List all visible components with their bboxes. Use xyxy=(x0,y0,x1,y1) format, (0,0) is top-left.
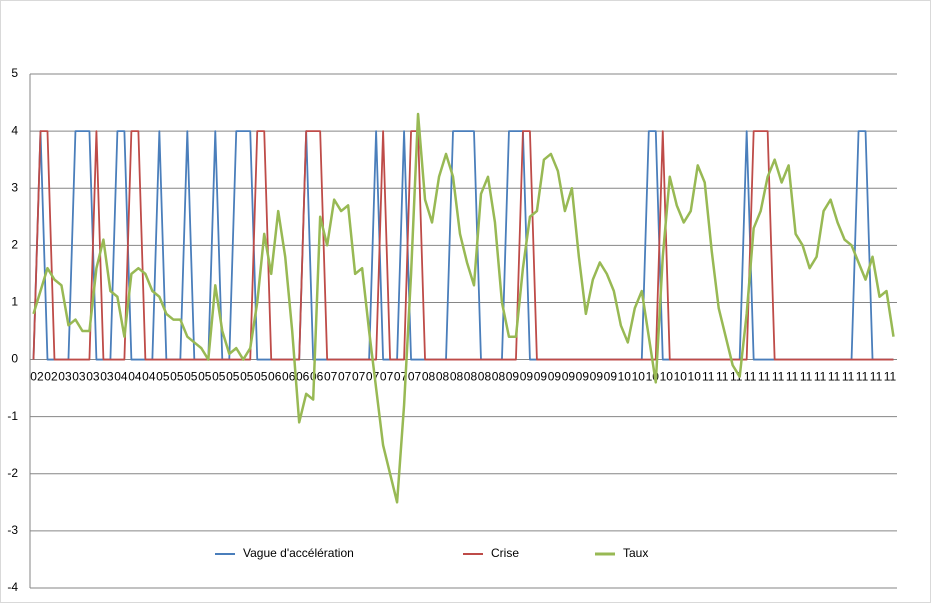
y-tick-label: -4 xyxy=(7,580,18,594)
y-tick-label: 0 xyxy=(11,352,18,366)
x-tick-label: 05 xyxy=(170,370,184,384)
x-tick-label: 07 xyxy=(366,370,380,384)
x-tick-label: 10 xyxy=(632,370,646,384)
x-tick-label: 08 xyxy=(492,370,506,384)
x-tick-label: 11 xyxy=(870,370,883,384)
x-tick-label: 04 xyxy=(128,370,142,384)
x-tick-label: 08 xyxy=(464,370,478,384)
y-tick-label: -1 xyxy=(7,409,18,423)
y-tick-label: 1 xyxy=(11,295,18,309)
x-tick-label: 08 xyxy=(422,370,436,384)
legend-label: Taux xyxy=(623,546,648,560)
x-tick-label: 08 xyxy=(478,370,492,384)
x-tick-label: 11 xyxy=(716,370,729,384)
x-tick-label: 10 xyxy=(688,370,702,384)
x-tick-label: 05 xyxy=(240,370,254,384)
legend-label: Crise xyxy=(491,546,519,560)
x-tick-label: 04 xyxy=(114,370,128,384)
x-tick-label: 04 xyxy=(142,370,156,384)
x-tick-label: 07 xyxy=(352,370,366,384)
x-tick-label: 08 xyxy=(450,370,464,384)
x-tick-label: 05 xyxy=(156,370,170,384)
x-tick-label: 07 xyxy=(394,370,408,384)
x-tick-label: 02 xyxy=(30,370,44,384)
y-tick-label: 5 xyxy=(11,66,18,80)
x-tick-label: 10 xyxy=(660,370,674,384)
x-tick-label: 08 xyxy=(436,370,450,384)
x-tick-label: 07 xyxy=(408,370,422,384)
x-tick-label: 11 xyxy=(814,370,827,384)
x-tick-label: 11 xyxy=(702,370,715,384)
x-tick-label: 06 xyxy=(310,370,324,384)
x-tick-label: 09 xyxy=(534,370,548,384)
x-tick-label: 06 xyxy=(296,370,310,384)
x-tick-label: 07 xyxy=(324,370,338,384)
x-tick-label: 05 xyxy=(254,370,268,384)
x-tick-label: 10 xyxy=(618,370,632,384)
x-tick-label: 07 xyxy=(380,370,394,384)
x-tick-label: 09 xyxy=(590,370,604,384)
x-tick-label: 09 xyxy=(576,370,590,384)
y-tick-label: -3 xyxy=(7,523,18,537)
x-tick-label: 05 xyxy=(198,370,212,384)
x-tick-label: 11 xyxy=(758,370,771,384)
x-tick-label: 11 xyxy=(772,370,785,384)
x-tick-label: 11 xyxy=(842,370,855,384)
x-tick-label: 05 xyxy=(212,370,226,384)
x-tick-label: 03 xyxy=(58,370,72,384)
series-line xyxy=(32,130,894,361)
y-tick-label: 2 xyxy=(11,238,18,252)
y-tick-label: -2 xyxy=(7,466,18,480)
x-tick-label: 06 xyxy=(282,370,296,384)
x-tick-label: 07 xyxy=(338,370,352,384)
x-tick-label: 03 xyxy=(72,370,86,384)
x-tick-label: 10 xyxy=(674,370,688,384)
x-tick-label: 06 xyxy=(268,370,282,384)
x-tick-label: 11 xyxy=(828,370,841,384)
x-tick-label: 11 xyxy=(786,370,799,384)
y-tick-label: 4 xyxy=(11,123,18,137)
x-tick-label: 11 xyxy=(800,370,813,384)
x-tick-label: 09 xyxy=(548,370,562,384)
x-tick-label: 11 xyxy=(856,370,869,384)
x-tick-label: 09 xyxy=(506,370,520,384)
x-tick-label: 05 xyxy=(226,370,240,384)
x-tick-label: 02 xyxy=(44,370,58,384)
x-tick-label: 11 xyxy=(744,370,757,384)
x-tick-label: 03 xyxy=(100,370,114,384)
x-tick-label: 09 xyxy=(520,370,534,384)
x-tick-label: 03 xyxy=(86,370,100,384)
series-line xyxy=(32,112,895,504)
x-tick-label: 05 xyxy=(184,370,198,384)
y-tick-label: 3 xyxy=(11,180,18,194)
x-tick-label: 09 xyxy=(604,370,618,384)
x-tick-label: 09 xyxy=(562,370,576,384)
x-tick-label: 11 xyxy=(884,370,897,384)
legend-label: Vague d'accélération xyxy=(243,546,354,560)
